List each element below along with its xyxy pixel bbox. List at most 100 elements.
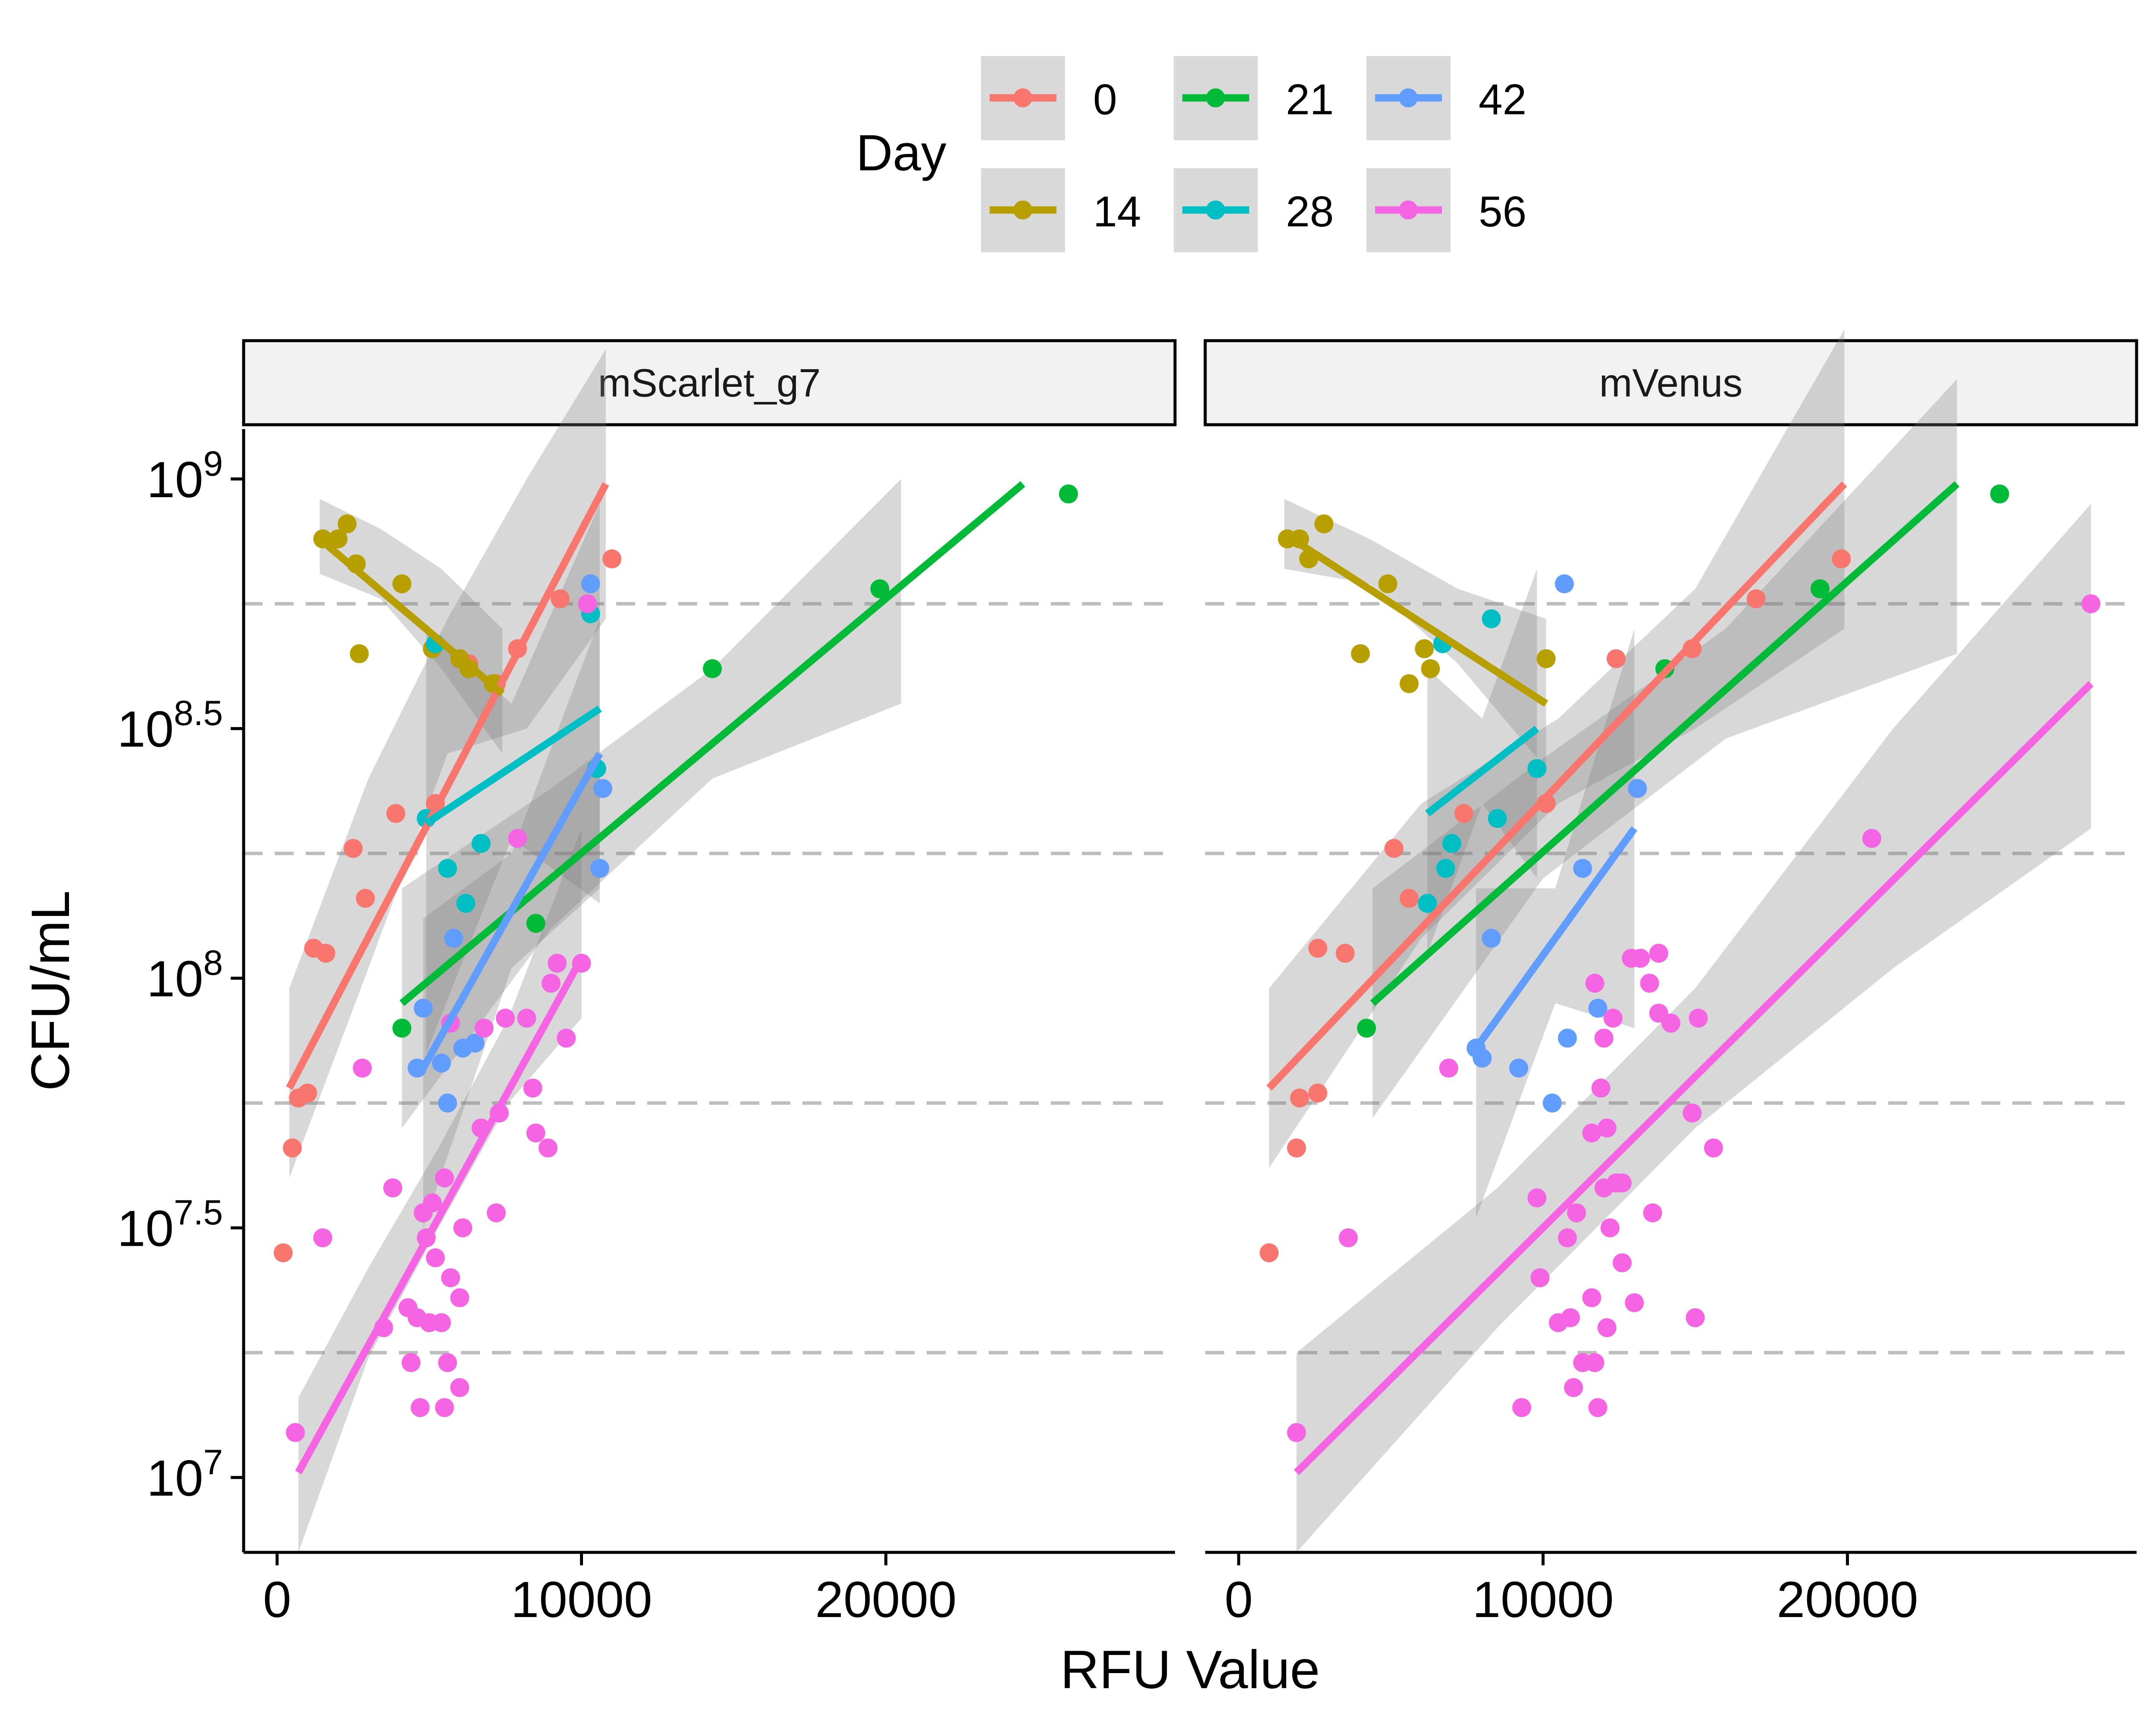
data-point-day-0 [273,1243,293,1263]
data-point-day-21 [1357,1019,1376,1038]
legend-item-day-21: 21 [1174,56,1334,140]
trend-line-day-42 [1473,826,1638,1050]
data-point-day-14 [1421,659,1440,678]
legend-item-day-28: 28 [1174,168,1334,252]
data-point-day-56 [523,1078,542,1098]
y-tick-label: 108 [147,943,223,1008]
data-point-day-42 [444,928,464,948]
legend-key-point [1013,201,1032,219]
data-point-day-56 [1561,1308,1580,1327]
data-point-day-56 [548,953,567,973]
y-tick-label: 107.5 [117,1193,223,1257]
trend-line-day-42 [420,752,603,1070]
data-point-day-0 [1746,589,1766,608]
confidence-band-day-14 [1284,499,1546,769]
data-point-day-0 [1290,1088,1309,1108]
data-point-day-56 [1689,1009,1708,1028]
data-point-day-56 [1603,1009,1623,1028]
data-point-day-56 [1582,1123,1601,1143]
data-point-day-56 [557,1028,576,1048]
data-point-day-56 [474,1019,494,1038]
data-point-day-56 [432,1313,451,1332]
data-point-day-0 [356,889,375,908]
legend-item-day-56: 56 [1366,168,1526,252]
data-point-day-0 [386,804,405,823]
data-point-day-56 [1704,1138,1723,1158]
confidence-band-day-56 [298,828,582,1552]
data-point-day-28 [1442,834,1461,853]
legend-label: 42 [1479,75,1526,124]
trend-line-day-28 [424,705,602,827]
data-point-day-28 [471,834,491,853]
data-point-day-56 [578,594,597,614]
trend-line-day-56 [295,956,585,1474]
data-point-day-0 [1335,943,1355,963]
data-point-day-56 [1582,1288,1601,1307]
data-point-day-56 [1683,1103,1702,1123]
data-point-day-56 [1594,1028,1614,1048]
data-point-day-56 [1439,1058,1458,1078]
y-tick-base: 10 [147,951,203,1008]
data-point-day-42 [438,1094,457,1113]
data-point-day-56 [286,1423,305,1442]
data-point-day-42 [1628,779,1647,798]
data-point-day-42 [581,574,600,593]
trend-line-day-21 [1370,481,1960,1006]
data-point-day-42 [465,1034,485,1053]
data-point-day-56 [313,1228,332,1247]
data-point-day-21 [1990,484,2009,504]
panel-title: mVenus [1599,361,1742,405]
data-point-day-28 [438,859,457,878]
data-point-day-56 [1649,943,1668,963]
data-point-day-21 [870,579,890,599]
x-tick-label: 20000 [815,1571,956,1628]
y-tick-base: 10 [117,701,174,758]
legend-key-point [1399,201,1418,219]
data-point-day-56 [517,1009,536,1028]
confidence-band-day-0 [289,349,606,1178]
data-point-day-56 [541,974,561,993]
data-point-day-56 [1661,1013,1680,1033]
data-point-day-56 [435,1398,454,1417]
x-tick-label: 0 [263,1571,291,1628]
data-point-day-14 [1314,514,1334,533]
confidence-band-day-28 [1427,569,1537,953]
data-point-day-42 [1573,859,1592,878]
data-point-day-56 [1338,1228,1358,1247]
data-point-day-56 [2081,594,2101,614]
y-tick-base: 10 [117,1200,174,1257]
x-axis-title: RFU Value [1060,1640,1320,1700]
confidence-band-day-56 [1296,504,2091,1553]
data-point-day-28 [1482,609,1501,628]
data-point-day-56 [453,1218,473,1238]
data-point-day-21 [526,914,545,933]
legend: Day 0 14 21 28 42 56 [856,56,1526,252]
data-point-day-0 [282,1138,302,1158]
y-tick-exponent: 9 [203,444,223,483]
data-point-day-56 [526,1123,545,1143]
data-point-day-56 [508,829,527,848]
y-axis-title: CFU/mL [21,890,81,1091]
panel-title: mScarlet_g7 [598,361,821,405]
data-point-day-56 [1686,1308,1705,1327]
data-point-day-56 [353,1058,372,1078]
panel-strip [242,339,1177,426]
data-point-day-14 [1415,639,1434,658]
y-tick-exponent: 8 [203,943,223,983]
data-point-day-28 [1418,893,1437,913]
data-point-day-21 [1059,484,1078,504]
legend-key-point [1206,88,1225,107]
legend-label: 28 [1286,188,1334,236]
y-tick-exponent: 8.5 [174,694,223,733]
data-point-day-56 [1643,1203,1662,1222]
data-point-day-56 [1613,1173,1632,1193]
data-point-day-56 [1631,949,1650,968]
data-point-day-56 [401,1353,421,1373]
data-point-day-28 [1436,859,1455,878]
y-tick-label: 108.5 [117,694,223,758]
data-point-day-56 [1567,1203,1586,1222]
data-point-day-0 [1308,1083,1328,1103]
confidence-band-day-21 [1373,379,1957,1118]
data-point-day-56 [486,1203,506,1222]
